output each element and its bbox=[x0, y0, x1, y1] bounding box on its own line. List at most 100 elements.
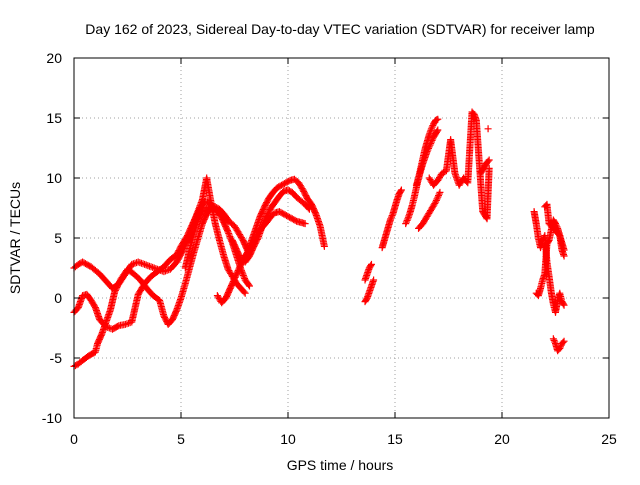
data-points bbox=[70, 108, 568, 370]
data-point bbox=[432, 198, 440, 206]
data-point bbox=[241, 289, 249, 297]
y-tick-label: 5 bbox=[54, 230, 62, 246]
series-track-h bbox=[361, 276, 378, 306]
data-point bbox=[433, 127, 441, 135]
data-point bbox=[425, 143, 433, 151]
data-point bbox=[559, 338, 567, 346]
chart-title: Day 162 of 2023, Sidereal Day-to-day VTE… bbox=[85, 21, 595, 37]
data-point bbox=[434, 126, 442, 134]
series-track-r bbox=[549, 335, 568, 355]
series-track-s bbox=[532, 216, 568, 300]
data-point bbox=[485, 156, 493, 164]
data-point bbox=[112, 285, 120, 293]
data-point bbox=[402, 220, 410, 228]
y-tick-label: 0 bbox=[54, 290, 62, 306]
data-point bbox=[245, 282, 253, 290]
data-point bbox=[433, 195, 441, 203]
grid-lines bbox=[74, 58, 609, 418]
data-point bbox=[225, 230, 233, 238]
x-tick-label: 5 bbox=[177, 431, 185, 447]
data-point bbox=[305, 205, 313, 213]
data-point bbox=[225, 231, 233, 239]
series-track-e bbox=[213, 175, 328, 307]
data-point bbox=[484, 157, 492, 165]
data-point bbox=[432, 196, 440, 204]
data-point bbox=[434, 115, 442, 123]
series-track-p bbox=[530, 208, 568, 316]
data-point bbox=[556, 344, 564, 352]
series-track-o bbox=[477, 125, 493, 177]
data-point bbox=[403, 216, 411, 224]
y-tick-label: -5 bbox=[50, 350, 63, 366]
data-point bbox=[550, 336, 558, 344]
series-track-m bbox=[415, 188, 444, 232]
data-point bbox=[559, 300, 567, 308]
data-point bbox=[427, 125, 435, 133]
y-tick-label: 20 bbox=[46, 50, 62, 66]
data-point bbox=[91, 302, 99, 310]
data-point bbox=[239, 271, 247, 279]
y-tick-label: 10 bbox=[46, 170, 62, 186]
data-point bbox=[436, 188, 444, 196]
axis-ticks: 0 5 10 15 20 25 -10 -5 0 5 10 15 20 bbox=[42, 50, 617, 447]
data-point bbox=[397, 187, 405, 195]
data-point bbox=[245, 281, 253, 289]
data-point bbox=[427, 138, 435, 146]
data-point bbox=[484, 125, 492, 133]
data-point bbox=[435, 192, 443, 200]
data-point bbox=[226, 233, 234, 241]
x-axis-label: GPS time / hours bbox=[287, 457, 394, 473]
data-point bbox=[114, 281, 122, 289]
data-point bbox=[552, 220, 559, 228]
data-point bbox=[397, 186, 405, 194]
data-point bbox=[367, 260, 375, 268]
data-point bbox=[434, 193, 442, 201]
x-tick-label: 25 bbox=[601, 431, 617, 447]
data-point bbox=[556, 343, 564, 351]
series-track-j bbox=[378, 186, 405, 252]
data-point bbox=[549, 335, 557, 343]
data-point bbox=[304, 204, 312, 212]
data-point bbox=[433, 116, 441, 124]
data-point bbox=[425, 144, 433, 152]
data-point bbox=[388, 212, 396, 220]
data-point bbox=[240, 273, 248, 281]
x-tick-label: 15 bbox=[387, 431, 403, 447]
data-point bbox=[423, 148, 431, 156]
x-tick-label: 10 bbox=[280, 431, 296, 447]
data-point bbox=[240, 288, 248, 296]
data-point bbox=[402, 218, 410, 226]
series-track-n bbox=[425, 108, 493, 223]
data-point bbox=[424, 146, 432, 154]
data-point bbox=[560, 246, 568, 254]
x-tick-label: 20 bbox=[494, 431, 510, 447]
data-point bbox=[428, 123, 436, 131]
series-track-l bbox=[412, 126, 442, 189]
data-point bbox=[367, 262, 375, 270]
data-point bbox=[428, 136, 436, 144]
data-point bbox=[427, 140, 435, 148]
data-point bbox=[431, 199, 439, 207]
data-point bbox=[387, 213, 395, 221]
data-point bbox=[552, 221, 560, 229]
series-track-g bbox=[241, 208, 309, 261]
y-tick-label: 15 bbox=[46, 110, 62, 126]
data-point bbox=[370, 276, 378, 284]
data-point bbox=[320, 242, 328, 250]
data-point bbox=[426, 141, 434, 149]
series-track-i bbox=[361, 260, 375, 284]
data-point bbox=[301, 220, 309, 228]
y-axis-label: SDTVAR / TECUs bbox=[7, 182, 23, 294]
data-point bbox=[435, 190, 443, 198]
data-point bbox=[560, 337, 568, 345]
data-point bbox=[387, 215, 395, 223]
data-point bbox=[551, 338, 559, 346]
data-point bbox=[224, 228, 232, 236]
data-point bbox=[560, 252, 568, 260]
data-point bbox=[560, 301, 568, 309]
y-tick-label: -10 bbox=[42, 410, 62, 426]
data-point bbox=[553, 223, 561, 231]
x-tick-label: 0 bbox=[70, 431, 78, 447]
